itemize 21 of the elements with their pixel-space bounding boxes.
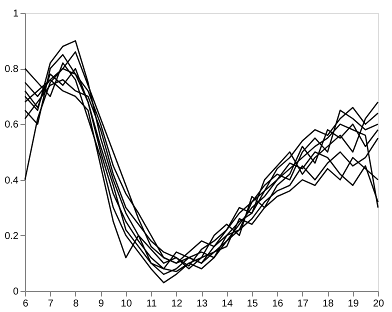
x-tick-label: 7 — [48, 298, 54, 310]
y-tick-label: 0.6 — [4, 120, 19, 131]
y-tick-label: 0.2 — [4, 230, 19, 242]
x-tick-label: 15 — [246, 298, 258, 310]
y-tick-label: 0 — [12, 286, 19, 298]
x-tick-label: 11 — [146, 298, 158, 310]
y-tick-label: 1 — [12, 8, 19, 20]
x-tick-label: 19 — [348, 298, 360, 310]
x-tick-label: 17 — [297, 298, 309, 310]
x-tick-label: 14 — [222, 298, 234, 310]
x-tick-label: 20 — [372, 298, 384, 310]
x-tick-label: 9 — [98, 298, 104, 310]
x-tick-label: 13 — [196, 298, 208, 310]
x-tick-label: 6 — [22, 298, 29, 310]
y-tick-label: 0.8 — [4, 64, 19, 76]
x-tick-label: 12 — [171, 298, 183, 310]
x-tick-label: 18 — [322, 298, 334, 310]
y-tick-label: 0.4 — [4, 175, 19, 186]
x-tick-label: 10 — [120, 298, 132, 310]
x-tick-label: 16 — [272, 298, 284, 310]
x-tick-label: 8 — [73, 298, 80, 310]
